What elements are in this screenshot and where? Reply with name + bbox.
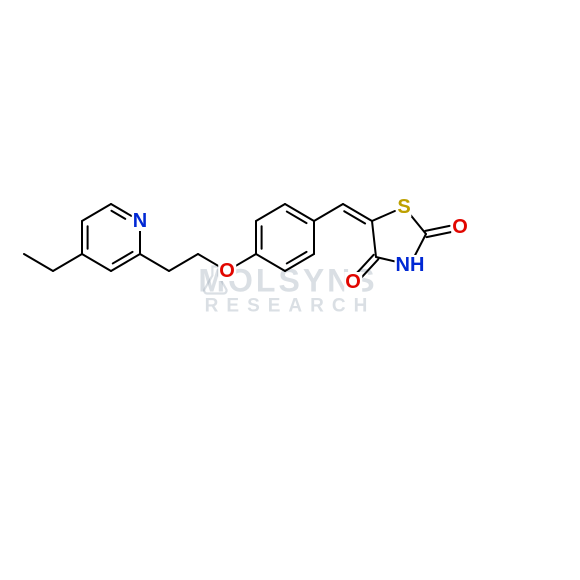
atom-O24: O bbox=[451, 217, 469, 237]
atom-S20: S bbox=[396, 197, 411, 217]
structure-canvas: MOLSYNS RESEARCH NOSNHOO bbox=[0, 0, 580, 580]
atom-O11: O bbox=[218, 261, 236, 281]
atom-N22: NH bbox=[395, 255, 426, 275]
molecule-svg bbox=[0, 0, 580, 580]
atom-N6: N bbox=[132, 211, 148, 231]
atom-O25: O bbox=[344, 272, 362, 292]
